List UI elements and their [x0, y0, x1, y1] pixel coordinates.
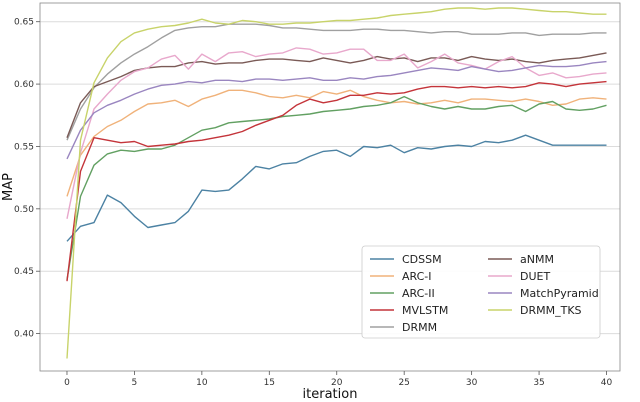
series-line-cdssm: [66, 134, 607, 242]
y-tick-label: 0.55: [14, 142, 34, 152]
x-tick-label: 15: [264, 378, 275, 388]
legend-label: aNMM: [520, 253, 554, 266]
series-line-drmm-tks: [66, 7, 607, 359]
y-tick-label: 0.65: [14, 18, 34, 28]
x-tick-label: 0: [64, 378, 70, 388]
series-line-arc-i: [66, 89, 607, 197]
x-tick-label: 10: [196, 378, 208, 388]
legend-label: MatchPyramid: [520, 287, 599, 300]
series-line-drmm: [66, 23, 607, 141]
x-tick-label: 40: [601, 378, 613, 388]
legend-label: MVLSTM: [402, 304, 448, 317]
legend-label: DRMM: [402, 321, 437, 334]
legend-label: ARC-I: [402, 270, 432, 283]
series-lines: [66, 7, 607, 359]
y-tick-label: 0.60: [14, 80, 34, 90]
x-tick-label: 30: [466, 378, 478, 388]
y-axis-label: MAP: [1, 173, 16, 201]
series-line-mvlstm: [66, 80, 607, 282]
series-line-arc-ii: [66, 95, 607, 281]
x-axis-ticks: 0 5 10 15 20 25 30 35 40: [64, 371, 613, 388]
legend-label: DUET: [520, 270, 550, 283]
y-tick-label: 0.45: [14, 267, 34, 277]
series-line-matchpyramid: [66, 60, 607, 160]
x-axis-label: iteration: [303, 387, 358, 402]
x-tick-label: 25: [398, 378, 409, 388]
legend-box: [361, 245, 601, 339]
y-axis-ticks: 0.40 0.45 0.50 0.55 0.60 0.65: [14, 18, 40, 340]
x-tick-label: 35: [533, 378, 544, 388]
legend: CDSSM ARC-I ARC-II MVLSTM DRMM aNMM DUET MatchP…: [361, 245, 601, 339]
legend-label: DRMM_TKS: [520, 304, 582, 317]
series-line-duet: [66, 47, 607, 219]
legend-label: ARC-II: [402, 287, 435, 300]
x-tick-label: 5: [132, 378, 138, 388]
y-tick-label: 0.40: [14, 330, 34, 340]
legend-label: CDSSM: [402, 253, 442, 266]
plot-frame: [39, 2, 621, 372]
y-tick-label: 0.50: [14, 205, 34, 215]
x-tick-label: 20: [331, 378, 343, 388]
